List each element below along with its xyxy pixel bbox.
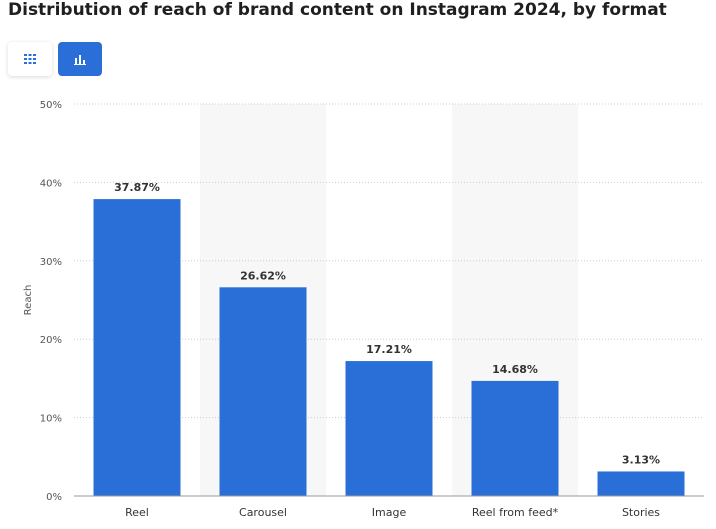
page-title: Distribution of reach of brand content o… [8,0,667,20]
bar[interactable] [93,199,181,497]
bar-chart-icon [74,54,86,65]
x-tick-label: Reel [125,506,149,519]
value-label: 37.87% [114,181,160,194]
table-view-button[interactable] [8,42,52,76]
bar[interactable] [597,471,685,496]
grid-icon [24,54,36,64]
bar[interactable] [219,287,307,496]
x-tick-label: Stories [622,506,660,519]
y-tick-label: 50% [40,100,62,111]
value-label: 26.62% [240,269,286,282]
x-tick-label: Image [372,506,407,519]
bar[interactable] [345,361,433,496]
x-tick-label: Reel from feed* [472,506,559,519]
y-tick-label: 10% [40,414,62,425]
x-tick-label: Carousel [239,506,287,519]
x-axis-ticks: Reel Carousel Image Reel from feed* Stories [125,506,660,519]
chart-view-button[interactable] [58,42,102,76]
y-axis-ticks: 0% 10% 20% 30% 40% 50% [40,100,62,503]
y-axis-label: Reach [23,285,34,316]
value-label: 17.21% [366,343,412,356]
y-tick-label: 20% [40,335,62,346]
value-label: 14.68% [492,363,538,376]
bar[interactable] [471,380,559,496]
y-tick-label: 40% [40,178,62,189]
y-tick-label: 0% [46,492,62,503]
bars [93,199,685,497]
y-tick-label: 30% [40,257,62,268]
value-label: 3.13% [622,453,660,466]
value-labels: 37.87% 26.62% 17.21% 14.68% 3.13% [114,181,660,466]
view-toggle [8,42,102,76]
